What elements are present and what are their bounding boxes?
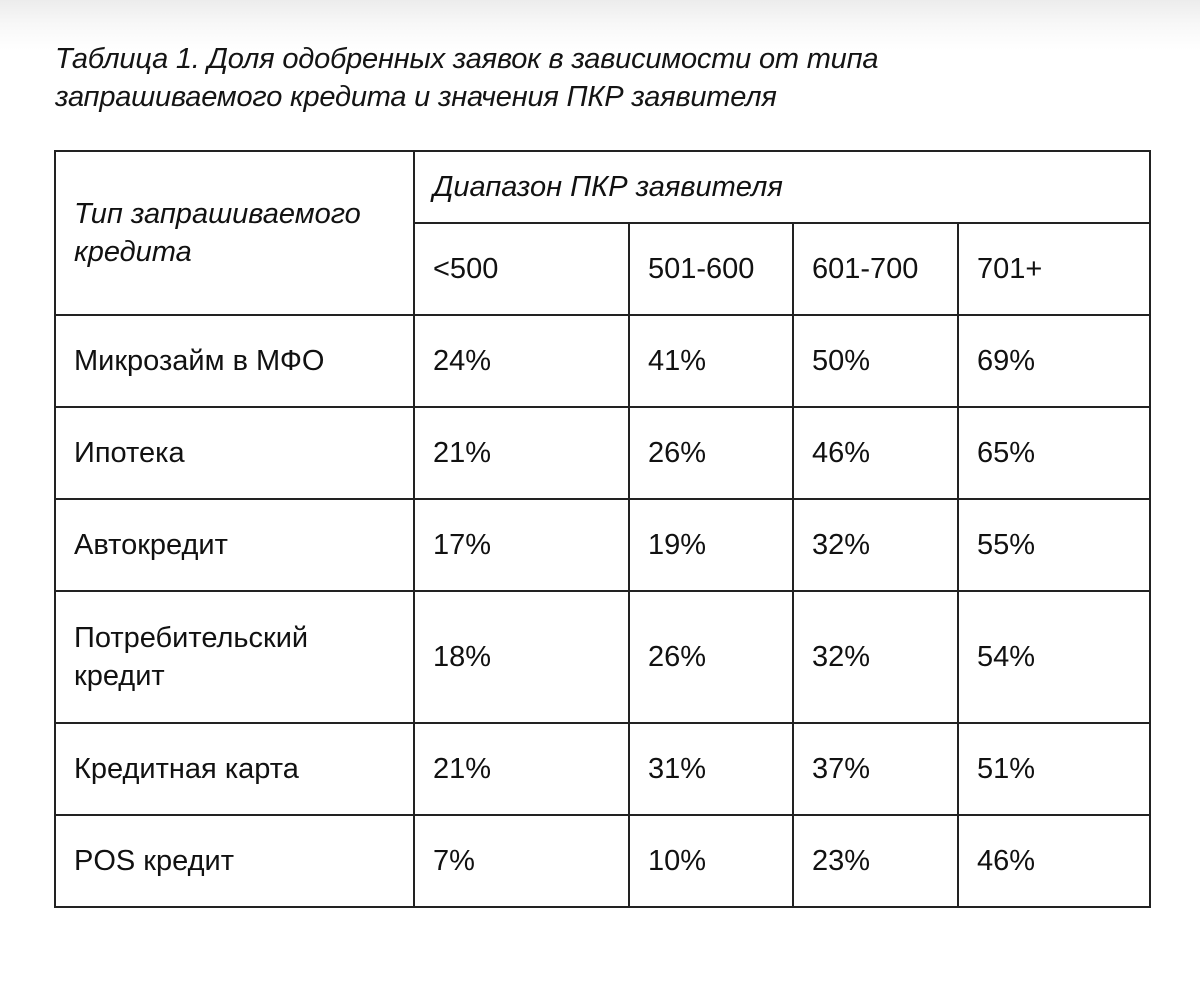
table-cell: 10% [628,814,794,908]
row-header-line-1: Потребительский [74,622,309,654]
table-cell: 55% [957,498,1151,592]
table-row: POS кредит 7% 10% 23% 46% [54,814,1151,908]
table-cell: 26% [628,406,794,500]
table-row: Ипотека 21% 26% 46% 65% [54,406,1151,500]
table-row: Микрозайм в МФО 24% 41% 50% 69% [54,314,1151,408]
row-header: Микрозайм в МФО [54,314,415,408]
table-row: Кредитная карта 21% 31% 37% 51% [54,722,1151,816]
table-cell: 31% [628,722,794,816]
table-cell: 19% [628,498,794,592]
credit-type-header: Тип запрашиваемого кредита [54,150,415,316]
table-cell: 46% [792,406,959,500]
credit-type-header-line-2: кредита [74,236,192,268]
row-header: Кредитная карта [54,722,415,816]
credit-type-header-line-1: Тип запрашиваемого [74,198,361,230]
caption-line-2: запрашиваемого кредита и значения ПКР за… [55,81,777,113]
table-cell: 18% [413,590,630,724]
table-cell: 51% [957,722,1151,816]
table-cell: 50% [792,314,959,408]
row-header: Автокредит [54,498,415,592]
table-cell: 17% [413,498,630,592]
table-cell: 41% [628,314,794,408]
row-header: Ипотека [54,406,415,500]
table-cell: 23% [792,814,959,908]
table-cell: 46% [957,814,1151,908]
table-cell: 21% [413,722,630,816]
column-header: 701+ [957,222,1151,316]
approval-rate-table: Тип запрашиваемого кредита Диапазон ПКР … [54,150,1151,908]
column-header: <500 [413,222,630,316]
table-row: Потребительский кредит 18% 26% 32% 54% [54,590,1151,724]
table-cell: 32% [792,498,959,592]
row-header: Потребительский кредит [54,590,415,724]
header-row-columns: <500 501-600 601-700 701+ [55,222,1151,316]
table-cell: 26% [628,590,794,724]
row-header-line-2: кредит [74,660,165,692]
caption-line-1: Таблица 1. Доля одобренных заявок в зави… [55,43,879,75]
table-cell: 69% [957,314,1151,408]
table-cell: 24% [413,314,630,408]
table-cell: 21% [413,406,630,500]
column-header: 501-600 [628,222,794,316]
table-caption: Таблица 1. Доля одобренных заявок в зави… [55,40,1055,116]
row-header: POS кредит [54,814,415,908]
table-cell: 37% [792,722,959,816]
column-header: 601-700 [792,222,959,316]
table-cell: 54% [957,590,1151,724]
header-row-group: Тип запрашиваемого кредита Диапазон ПКР … [54,150,1151,316]
table-row: Автокредит 17% 19% 32% 55% [54,498,1151,592]
table-cell: 7% [413,814,630,908]
score-range-group-header: Диапазон ПКР заявителя [413,150,1151,224]
table-cell: 32% [792,590,959,724]
table-cell: 65% [957,406,1151,500]
